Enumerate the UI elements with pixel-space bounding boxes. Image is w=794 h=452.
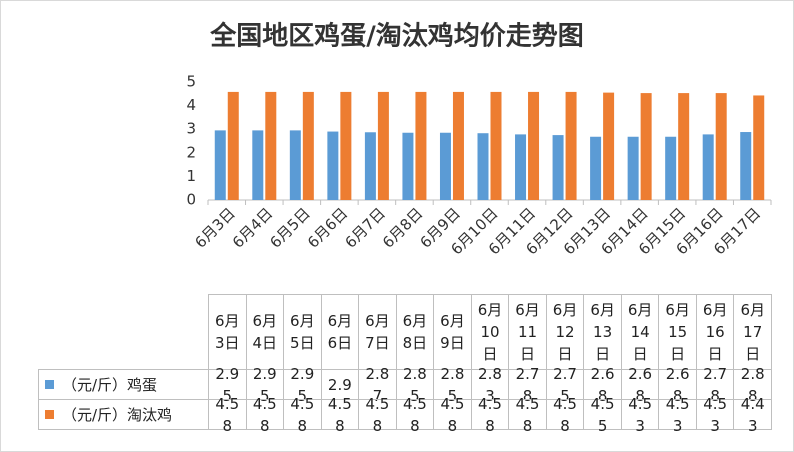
table-header: 6月14日 [620, 294, 660, 370]
bar [665, 136, 677, 200]
bar [327, 131, 339, 200]
bar [740, 132, 752, 200]
table-header: 6月5日 [283, 294, 322, 370]
bar [252, 130, 264, 200]
table-cell: 4.58 [395, 395, 435, 435]
table-cell: 4.58 [283, 395, 322, 435]
bar [702, 134, 714, 200]
legend-label: （元/斤）淘汰鸡 [62, 405, 173, 424]
table-cell: 4.58 [508, 395, 547, 435]
table-cell: 4.53 [620, 395, 660, 435]
table-cell: 4.43 [733, 395, 772, 435]
y-tick-label: 5 [186, 73, 196, 91]
table-cell: 4.58 [358, 395, 397, 435]
bar [439, 132, 451, 200]
bar [590, 136, 602, 200]
table-header: 6月8日 [395, 294, 435, 370]
table-cell: 4.58 [208, 395, 247, 435]
bar [377, 91, 389, 200]
bar [402, 132, 414, 200]
table-header: 6月13日 [583, 294, 622, 370]
table-cell: 4.55 [583, 395, 622, 435]
bar [452, 91, 464, 200]
y-tick-label: 1 [186, 167, 196, 185]
bar [603, 92, 615, 200]
x-tick-label: 6月3日 [191, 204, 238, 251]
table-cell: 4.53 [695, 395, 735, 435]
legend-swatch [45, 380, 54, 389]
table-header: 6月3日 [208, 294, 247, 370]
bar [340, 91, 352, 200]
bar [565, 91, 577, 200]
chart-title: 全国地区鸡蛋/淘汰鸡均价走势图 [209, 21, 584, 52]
table-header: 6月17日 [733, 294, 772, 370]
bar [640, 93, 652, 200]
bar [415, 91, 427, 200]
y-tick-label: 3 [186, 120, 196, 138]
legend-label: （元/斤）鸡蛋 [62, 375, 158, 394]
legend-row: （元/斤）鸡蛋 [38, 369, 209, 400]
bar [528, 91, 540, 200]
legend-row: （元/斤）淘汰鸡 [38, 399, 209, 430]
bar [715, 93, 727, 200]
table-cell: 4.58 [470, 395, 510, 435]
table-header: 6月10日 [470, 294, 510, 370]
y-tick-label: 4 [186, 96, 196, 114]
x-tick-label: 6月7日 [341, 204, 388, 251]
table-cell: 4.58 [433, 395, 472, 435]
x-tick-label: 6月5日 [266, 204, 313, 251]
bar [515, 134, 527, 200]
bar [753, 95, 765, 200]
table-cell: 4.58 [545, 395, 585, 435]
table-header: 6月4日 [245, 294, 285, 370]
table-header: 6月16日 [695, 294, 735, 370]
x-tick-label: 6月8日 [379, 204, 426, 251]
y-tick-label: 2 [186, 143, 196, 161]
bar [477, 133, 489, 200]
table-cell: 4.53 [658, 395, 697, 435]
bar [227, 91, 239, 200]
table-header: 6月11日 [508, 294, 547, 370]
bar [627, 136, 639, 200]
legend-swatch [45, 410, 54, 419]
table-header: 6月9日 [433, 294, 472, 370]
x-tick-label: 6月6日 [304, 204, 351, 251]
bar [490, 91, 502, 200]
table-header: 6月7日 [358, 294, 397, 370]
bar [289, 130, 301, 200]
bar [214, 130, 226, 200]
table-header: 6月12日 [545, 294, 585, 370]
table-cell: 4.58 [320, 395, 360, 435]
y-tick-label: 0 [186, 191, 196, 209]
bar [678, 93, 690, 200]
table-header: 6月15日 [658, 294, 697, 370]
bar [265, 91, 277, 200]
bar [302, 91, 314, 200]
bar [552, 135, 564, 200]
table-header: 6月6日 [320, 294, 360, 370]
bar [364, 132, 376, 200]
x-tick-label: 6月4日 [229, 204, 276, 251]
table-cell: 4.58 [245, 395, 285, 435]
